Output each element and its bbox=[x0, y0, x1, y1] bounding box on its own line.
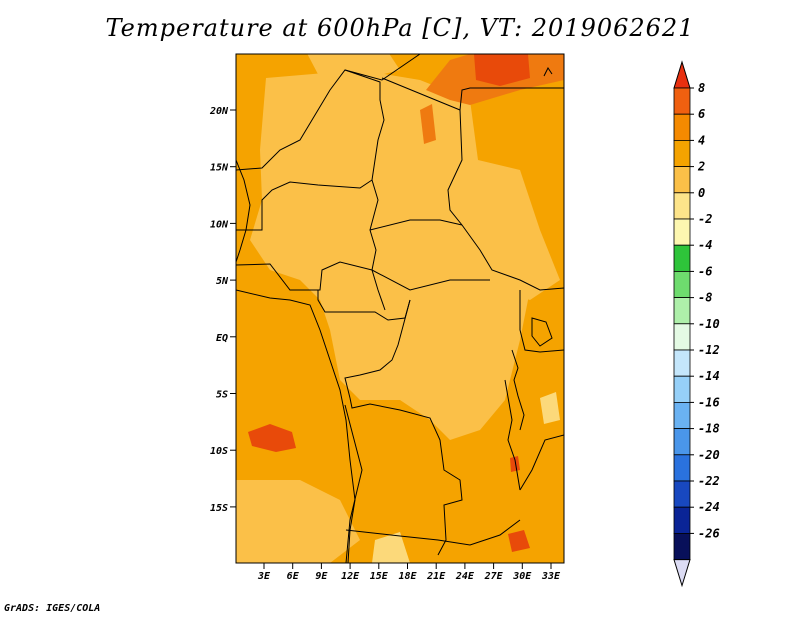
colorbar-segment bbox=[673, 166, 691, 194]
colorbar-segment bbox=[673, 323, 691, 351]
lake-shore bbox=[531, 317, 553, 347]
lon-tick-label: 30E bbox=[512, 571, 532, 582]
lon-tick-label: 6E bbox=[287, 571, 300, 582]
lake-shore bbox=[511, 349, 525, 431]
latitude-axis: 20N 15N 10N 5N EQ 5S 10S 15S bbox=[209, 106, 236, 514]
map-frame bbox=[235, 53, 565, 564]
field-hot-region bbox=[248, 424, 296, 452]
longitude-axis: 3E 6E 9E 12E 15E 18E 21E 24E 27E 30E 33E bbox=[257, 563, 561, 582]
colorbar-segment bbox=[673, 375, 691, 403]
border-line bbox=[344, 404, 363, 563]
colorbar-segment bbox=[673, 401, 691, 429]
colorbar-segment bbox=[673, 87, 691, 115]
field-light-region bbox=[236, 480, 360, 563]
colorbar-label: -2 bbox=[698, 212, 712, 226]
border-line bbox=[369, 219, 463, 231]
lon-tick-label: 27E bbox=[484, 571, 504, 582]
coastline bbox=[236, 159, 251, 263]
field-pale-region bbox=[372, 532, 410, 563]
lon-tick-label: 15E bbox=[370, 571, 389, 582]
colorbar-label: -24 bbox=[698, 500, 720, 514]
field-light-region bbox=[250, 70, 540, 440]
colorbar-label: -6 bbox=[698, 264, 712, 278]
colorbar-label: -8 bbox=[698, 291, 712, 305]
field-light-region bbox=[307, 54, 400, 80]
lat-tick-label: EQ bbox=[216, 333, 228, 344]
colorbar-label: -12 bbox=[698, 343, 720, 357]
border-line bbox=[349, 397, 463, 556]
colorbar-label: -20 bbox=[698, 448, 720, 462]
colorbar-segment bbox=[673, 506, 691, 534]
colorbar-bottom-arrow bbox=[673, 559, 691, 588]
field-pale-region bbox=[540, 392, 560, 424]
country-borders bbox=[236, 54, 564, 563]
colorbar-segment bbox=[673, 480, 691, 508]
chart-title: Temperature at 600hPa [C], VT: 201906262… bbox=[105, 14, 695, 42]
lat-tick-label: 15N bbox=[210, 163, 229, 174]
field-light-region bbox=[480, 230, 560, 300]
border-line bbox=[519, 290, 564, 353]
lat-tick-label: 20N bbox=[209, 106, 229, 117]
colorbar-label: 2 bbox=[697, 160, 705, 174]
colorbar-segment bbox=[673, 349, 691, 377]
border-line bbox=[519, 434, 564, 491]
border-line bbox=[236, 179, 373, 231]
coastline bbox=[236, 289, 356, 563]
field-hot-region bbox=[510, 456, 520, 472]
lat-tick-label: 5S bbox=[216, 390, 228, 401]
border-line bbox=[236, 54, 421, 171]
border-line bbox=[236, 261, 373, 291]
colorbar-segment bbox=[673, 428, 691, 456]
colorbar-segment bbox=[673, 454, 691, 482]
colorbar-segment bbox=[673, 244, 691, 272]
lon-tick-label: 18E bbox=[398, 571, 417, 582]
colorbar-label: -26 bbox=[698, 526, 720, 540]
lat-tick-label: 10S bbox=[210, 446, 228, 457]
colorbar: 8 6 4 2 0 -2 -4 -6 -8 -10 -12 -14 -16 -18 -20 -22 -24 -26 bbox=[673, 60, 720, 588]
colorbar-segment bbox=[673, 113, 691, 141]
colorbar-segment bbox=[673, 139, 691, 167]
colorbar-segment bbox=[673, 533, 691, 561]
lon-tick-label: 21E bbox=[426, 571, 446, 582]
colorbar-label: 0 bbox=[698, 186, 705, 200]
colorbar-label: -14 bbox=[698, 369, 720, 383]
colorbar-label: -4 bbox=[698, 238, 712, 252]
colorbar-label: 4 bbox=[698, 133, 705, 147]
lat-tick-label: 15S bbox=[210, 503, 228, 514]
lat-tick-label: 10N bbox=[210, 219, 229, 230]
border-line bbox=[447, 109, 564, 291]
field-warm-region bbox=[420, 104, 436, 144]
border-line bbox=[344, 69, 386, 311]
lon-tick-label: 24E bbox=[455, 571, 475, 582]
lon-tick-label: 33E bbox=[541, 571, 561, 582]
colorbar-label: -10 bbox=[698, 317, 720, 331]
lon-tick-label: 9E bbox=[315, 571, 328, 582]
border-line bbox=[371, 269, 490, 291]
colorbar-segment bbox=[673, 270, 691, 298]
temperature-field bbox=[236, 54, 564, 563]
border-line bbox=[504, 379, 521, 491]
field-hot-region bbox=[508, 530, 530, 552]
border-line bbox=[317, 290, 411, 321]
credit-text: GrADS: IGES/COLA bbox=[4, 603, 101, 614]
colorbar-top-arrow bbox=[673, 60, 691, 89]
colorbar-label: 6 bbox=[698, 107, 705, 121]
colorbar-segment bbox=[673, 192, 691, 220]
colorbar-segment bbox=[673, 297, 691, 325]
colorbar-label: -18 bbox=[698, 422, 720, 436]
lat-tick-label: 5N bbox=[216, 276, 229, 287]
lon-tick-label: 12E bbox=[341, 571, 360, 582]
colorbar-label: -16 bbox=[698, 395, 720, 409]
lon-tick-label: 3E bbox=[257, 571, 271, 582]
border-line bbox=[381, 77, 564, 111]
colorbar-segment bbox=[673, 218, 691, 246]
colorbar-label: 8 bbox=[698, 81, 705, 95]
lake-shore bbox=[543, 67, 553, 77]
border-line bbox=[344, 299, 411, 399]
colorbar-label: -22 bbox=[698, 474, 720, 488]
border-line bbox=[345, 519, 521, 546]
field-hot-region bbox=[474, 54, 530, 86]
